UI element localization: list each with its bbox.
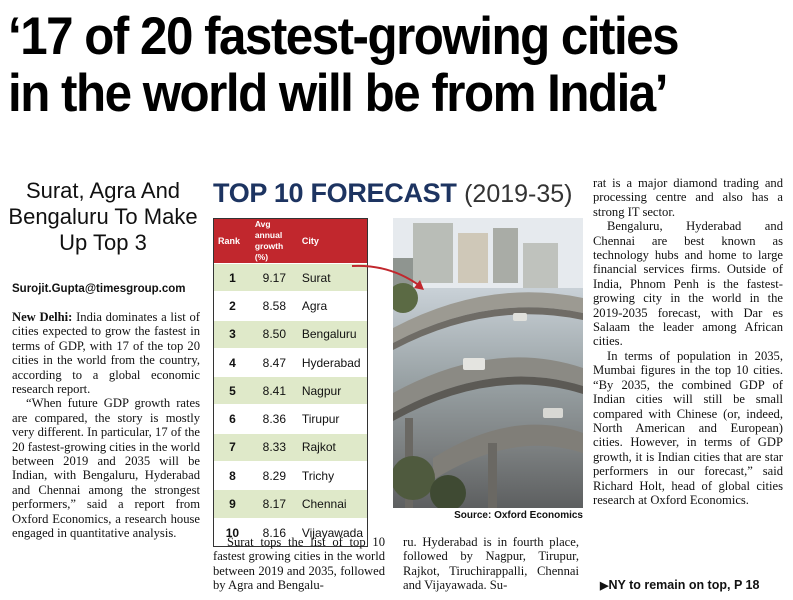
city-cell: Rajkot	[297, 432, 367, 462]
top10-forecast-table: Rank Avg annual growth (%) City 1 9.17 Sur…	[213, 218, 368, 548]
rank-cell: 5	[214, 376, 251, 405]
city-cell: Chennai	[297, 489, 367, 519]
table-row: 9 8.17 Chennai	[214, 489, 367, 519]
rank-cell: 4	[214, 347, 251, 377]
growth-cell: 8.16	[250, 517, 298, 547]
growth-cell: 9.17	[250, 262, 298, 292]
article-column-4: rat is a major diamond trading and proce…	[593, 176, 783, 507]
source-credit: Source: Oxford Economics	[454, 510, 583, 521]
paragraph-1-text: India dominates a list of cities expecte…	[12, 310, 200, 397]
growth-cell: 8.29	[250, 461, 298, 490]
rank-cell: 6	[214, 404, 251, 434]
flyover-photo-illustration	[393, 218, 583, 508]
deck-subheadline: Surat, Agra And Bengaluru To Make Up Top…	[8, 178, 198, 255]
headline-line-2: in the world will be from India’	[8, 64, 668, 123]
triangle-right-icon: ▶	[600, 580, 609, 592]
table-row: 1 9.17 Surat	[214, 262, 367, 292]
header-growth: Avg annual growth (%)	[250, 219, 298, 264]
article-column-3: ru. Hyderabad is in fourth place, follow…	[403, 535, 579, 593]
table-row: 3 8.50 Bengaluru	[214, 319, 367, 349]
pointer-arrow-icon	[351, 264, 424, 290]
infobox-title: TOP 10 FORECAST (2019-35)	[213, 178, 583, 209]
city-cell: Nagpur	[297, 376, 367, 405]
city-cell: Surat	[297, 262, 367, 292]
continuation-text: NY to remain on top, P 18	[608, 578, 760, 592]
article-column-1: New Delhi: India dominates a list of cit…	[12, 310, 200, 541]
paragraph-7: In terms of population in 2035, Mumbai f…	[593, 348, 783, 507]
paragraph-6: Bengaluru, Hyderabad and Chennai are bes…	[593, 219, 783, 349]
continuation-link[interactable]: ▶NY to remain on top, P 18	[600, 578, 785, 592]
rank-cell: 7	[214, 432, 251, 462]
table-header-row: Rank Avg annual growth (%) City	[214, 219, 367, 264]
rank-cell: 2	[214, 291, 251, 321]
table-row: 6 8.36 Tirupur	[214, 404, 367, 434]
dateline: New Delhi:	[12, 310, 73, 324]
growth-cell: 8.33	[250, 432, 298, 462]
rank-cell: 10	[214, 517, 251, 547]
byline-email[interactable]: Surojit.Gupta@timesgroup.com	[12, 283, 186, 295]
table-row: 4 8.47 Hyderabad	[214, 347, 367, 377]
table-row: 7 8.33 Rajkot	[214, 432, 367, 462]
header-rank: Rank	[214, 219, 251, 264]
infobox-title-years: (2019-35)	[464, 180, 573, 208]
city-cell: Vijayawada	[297, 517, 367, 547]
growth-cell: 8.50	[250, 319, 298, 349]
city-cell: Bengaluru	[297, 319, 367, 349]
paragraph-4: ru. Hyderabad is in fourth place, follow…	[403, 535, 579, 593]
city-cell: Hyderabad	[297, 347, 367, 377]
growth-cell: 8.41	[250, 376, 298, 405]
header-city: City	[297, 219, 367, 264]
city-cell: Trichy	[297, 461, 367, 490]
rank-cell: 8	[214, 461, 251, 490]
article-column-2: Surat tops the list of top 10 fastest gr…	[213, 535, 385, 593]
table-row: 5 8.41 Nagpur	[214, 376, 367, 405]
headline-line-1: ‘17 of 20 fastest-growing cities	[8, 7, 680, 66]
rank-cell: 3	[214, 319, 251, 349]
paragraph-5: rat is a major diamond trading and proce…	[593, 176, 783, 219]
growth-cell: 8.47	[250, 347, 298, 377]
growth-cell: 8.17	[250, 489, 298, 519]
growth-cell: 8.58	[250, 291, 298, 321]
table-row: 10 8.16 Vijayawada	[214, 517, 367, 547]
paragraph-1: New Delhi: India dominates a list of cit…	[12, 310, 200, 396]
rank-cell: 1	[214, 262, 251, 292]
forecast-table: Rank Avg annual growth (%) City 1 9.17 Sur…	[214, 219, 367, 547]
infobox-title-bold: TOP 10 FORECAST	[213, 178, 457, 208]
flyover-photo	[393, 218, 583, 508]
paragraph-2: “When future GDP growth rates are compar…	[12, 396, 200, 541]
table-row: 8 8.29 Trichy	[214, 461, 367, 490]
table-row: 2 8.58 Agra	[214, 291, 367, 321]
growth-cell: 8.36	[250, 404, 298, 434]
city-cell: Agra	[297, 291, 367, 321]
rank-cell: 9	[214, 489, 251, 519]
city-cell: Tirupur	[297, 404, 367, 434]
headline: ‘17 of 20 fastest-growing cities in the …	[8, 8, 733, 122]
paragraph-3: Surat tops the list of top 10 fastest gr…	[213, 535, 385, 593]
